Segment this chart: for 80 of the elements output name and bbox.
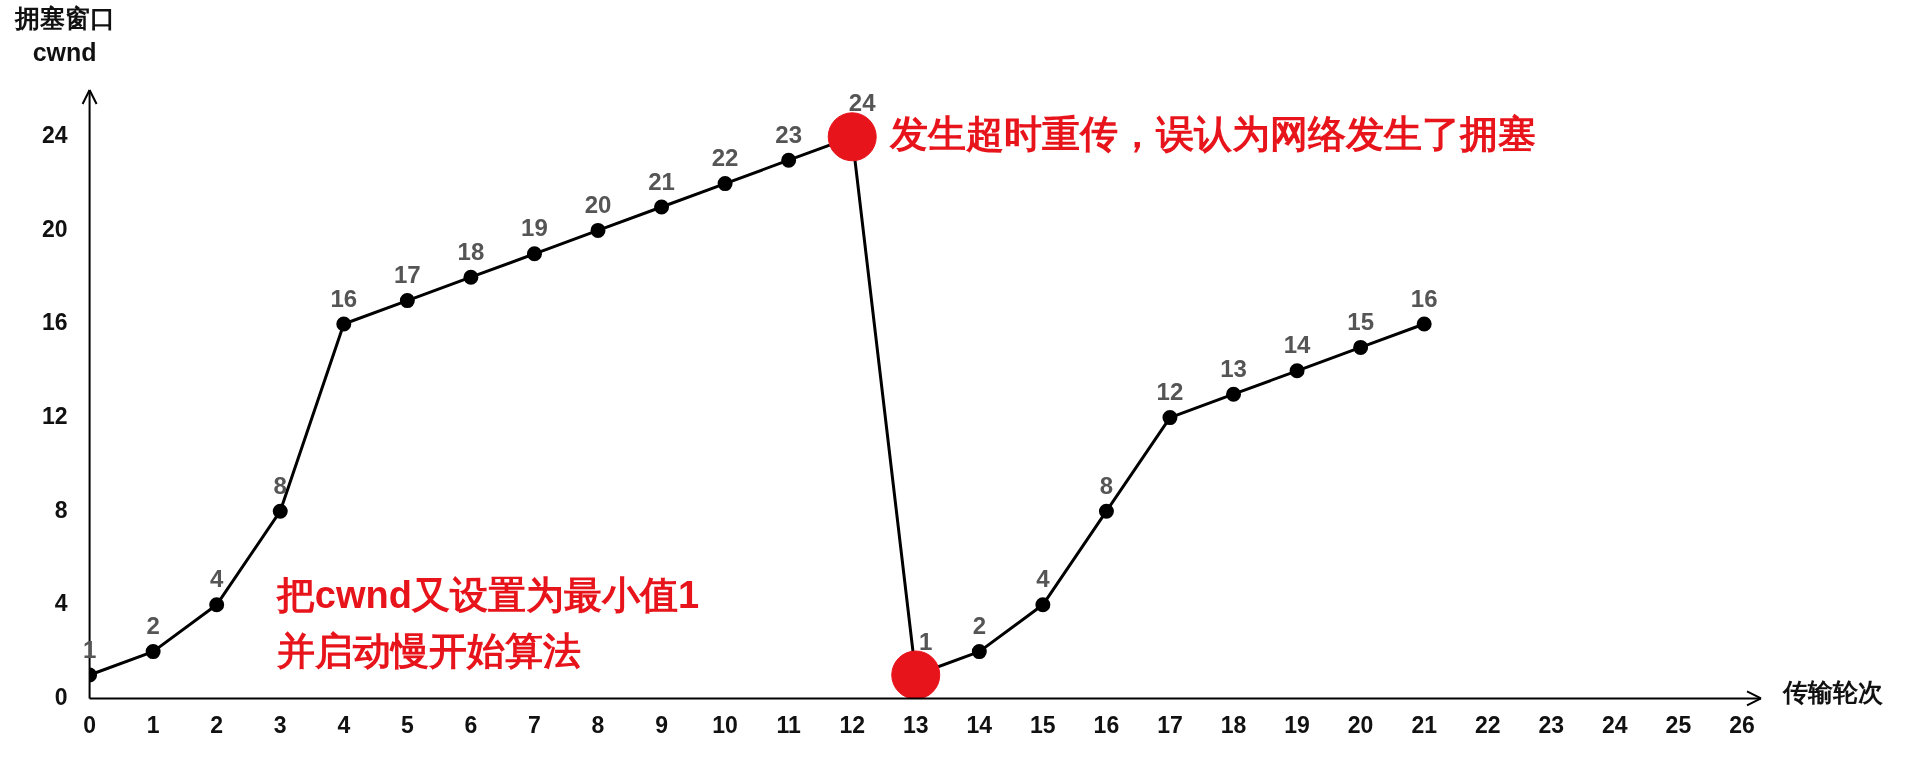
- point: [526, 246, 542, 262]
- x-tick-label: 5: [400, 711, 414, 738]
- x-tick-label: 6: [464, 711, 478, 738]
- x-tick-label: 14: [966, 711, 993, 738]
- x-tick-label: 0: [83, 711, 96, 738]
- x-tick-label: 12: [839, 711, 865, 738]
- x-tick-label: 4: [337, 711, 351, 738]
- x-tick-label: 16: [1093, 711, 1120, 738]
- x-axis-title: 传输轮次: [1782, 678, 1884, 707]
- data-label: 19: [521, 214, 548, 242]
- point: [590, 222, 606, 238]
- point: [891, 650, 941, 699]
- data-label: 18: [457, 237, 485, 265]
- data-label: 20: [584, 191, 612, 219]
- y-tick-label: 0: [54, 683, 68, 710]
- x-tick-label: 18: [1220, 711, 1247, 738]
- data-label: 13: [1220, 354, 1247, 382]
- x-tick-label: 21: [1411, 711, 1438, 738]
- data-label: 12: [1156, 378, 1184, 406]
- x-tick-label: 25: [1665, 711, 1692, 738]
- data-label: 16: [330, 284, 358, 312]
- data-label: 1: [919, 627, 933, 655]
- y-tick-label: 16: [41, 309, 68, 336]
- point: [1035, 597, 1051, 613]
- data-label: 14: [1283, 331, 1312, 359]
- y-tick-label: 12: [41, 402, 68, 429]
- data-label: 8: [1099, 471, 1114, 499]
- x-tick-label: 20: [1347, 711, 1374, 738]
- point: [1226, 386, 1242, 402]
- data-label: 23: [775, 120, 803, 148]
- data-label: 22: [711, 144, 739, 172]
- x-tick-label: 1: [146, 711, 160, 738]
- point: [209, 597, 225, 613]
- point: [1098, 503, 1114, 519]
- x-tick-label: 17: [1157, 711, 1183, 738]
- x-tick-label: 7: [528, 711, 541, 738]
- point: [1162, 410, 1178, 426]
- y-tick-label: 24: [41, 122, 68, 149]
- data-label: 8: [273, 471, 287, 499]
- data-label: 2: [972, 612, 986, 640]
- data-label: 24: [848, 89, 877, 117]
- point: [272, 503, 288, 519]
- x-tick-label: 24: [1602, 711, 1628, 738]
- data-label: 21: [648, 167, 675, 195]
- data-label: 17: [393, 261, 421, 289]
- y-tick-label: 20: [41, 215, 68, 242]
- annotation: 发生超时重传，误认为网络发生了拥塞: [889, 113, 1537, 156]
- x-tick-label: 19: [1284, 711, 1310, 738]
- point: [399, 293, 415, 309]
- x-tick-label: 2: [210, 711, 224, 738]
- x-tick-label: 15: [1030, 711, 1056, 738]
- y-axis-title: 拥塞窗口 cwnd: [13, 4, 115, 67]
- data-label: 15: [1347, 308, 1374, 336]
- point: [1416, 316, 1432, 332]
- point: [145, 644, 161, 660]
- annotation: 把cwnd又设置为最小值1 并启动慢开始算法: [274, 574, 700, 673]
- x-tick-label: 23: [1538, 711, 1565, 738]
- point: [1289, 363, 1305, 379]
- data-label: 2: [146, 612, 160, 640]
- y-tick-label: 8: [54, 496, 68, 523]
- x-tick-label: 22: [1474, 711, 1501, 738]
- point: [654, 199, 670, 215]
- y-tick-label: 4: [54, 590, 68, 617]
- x-tick-label: 11: [776, 711, 802, 738]
- data-label: 4: [210, 565, 225, 593]
- point: [463, 269, 479, 285]
- x-tick-label: 26: [1729, 711, 1755, 738]
- point: [827, 112, 877, 162]
- point: [781, 152, 797, 168]
- data-label: 4: [1036, 565, 1051, 593]
- x-tick-label: 9: [655, 711, 668, 738]
- point: [971, 644, 987, 660]
- x-tick-label: 8: [591, 711, 605, 738]
- x-tick-label: 3: [273, 711, 287, 738]
- x-tick-label: 10: [712, 711, 738, 738]
- point: [1353, 339, 1369, 355]
- data-label: 16: [1410, 284, 1438, 312]
- point: [336, 316, 352, 332]
- point: [717, 176, 733, 192]
- x-tick-label: 13: [902, 711, 929, 738]
